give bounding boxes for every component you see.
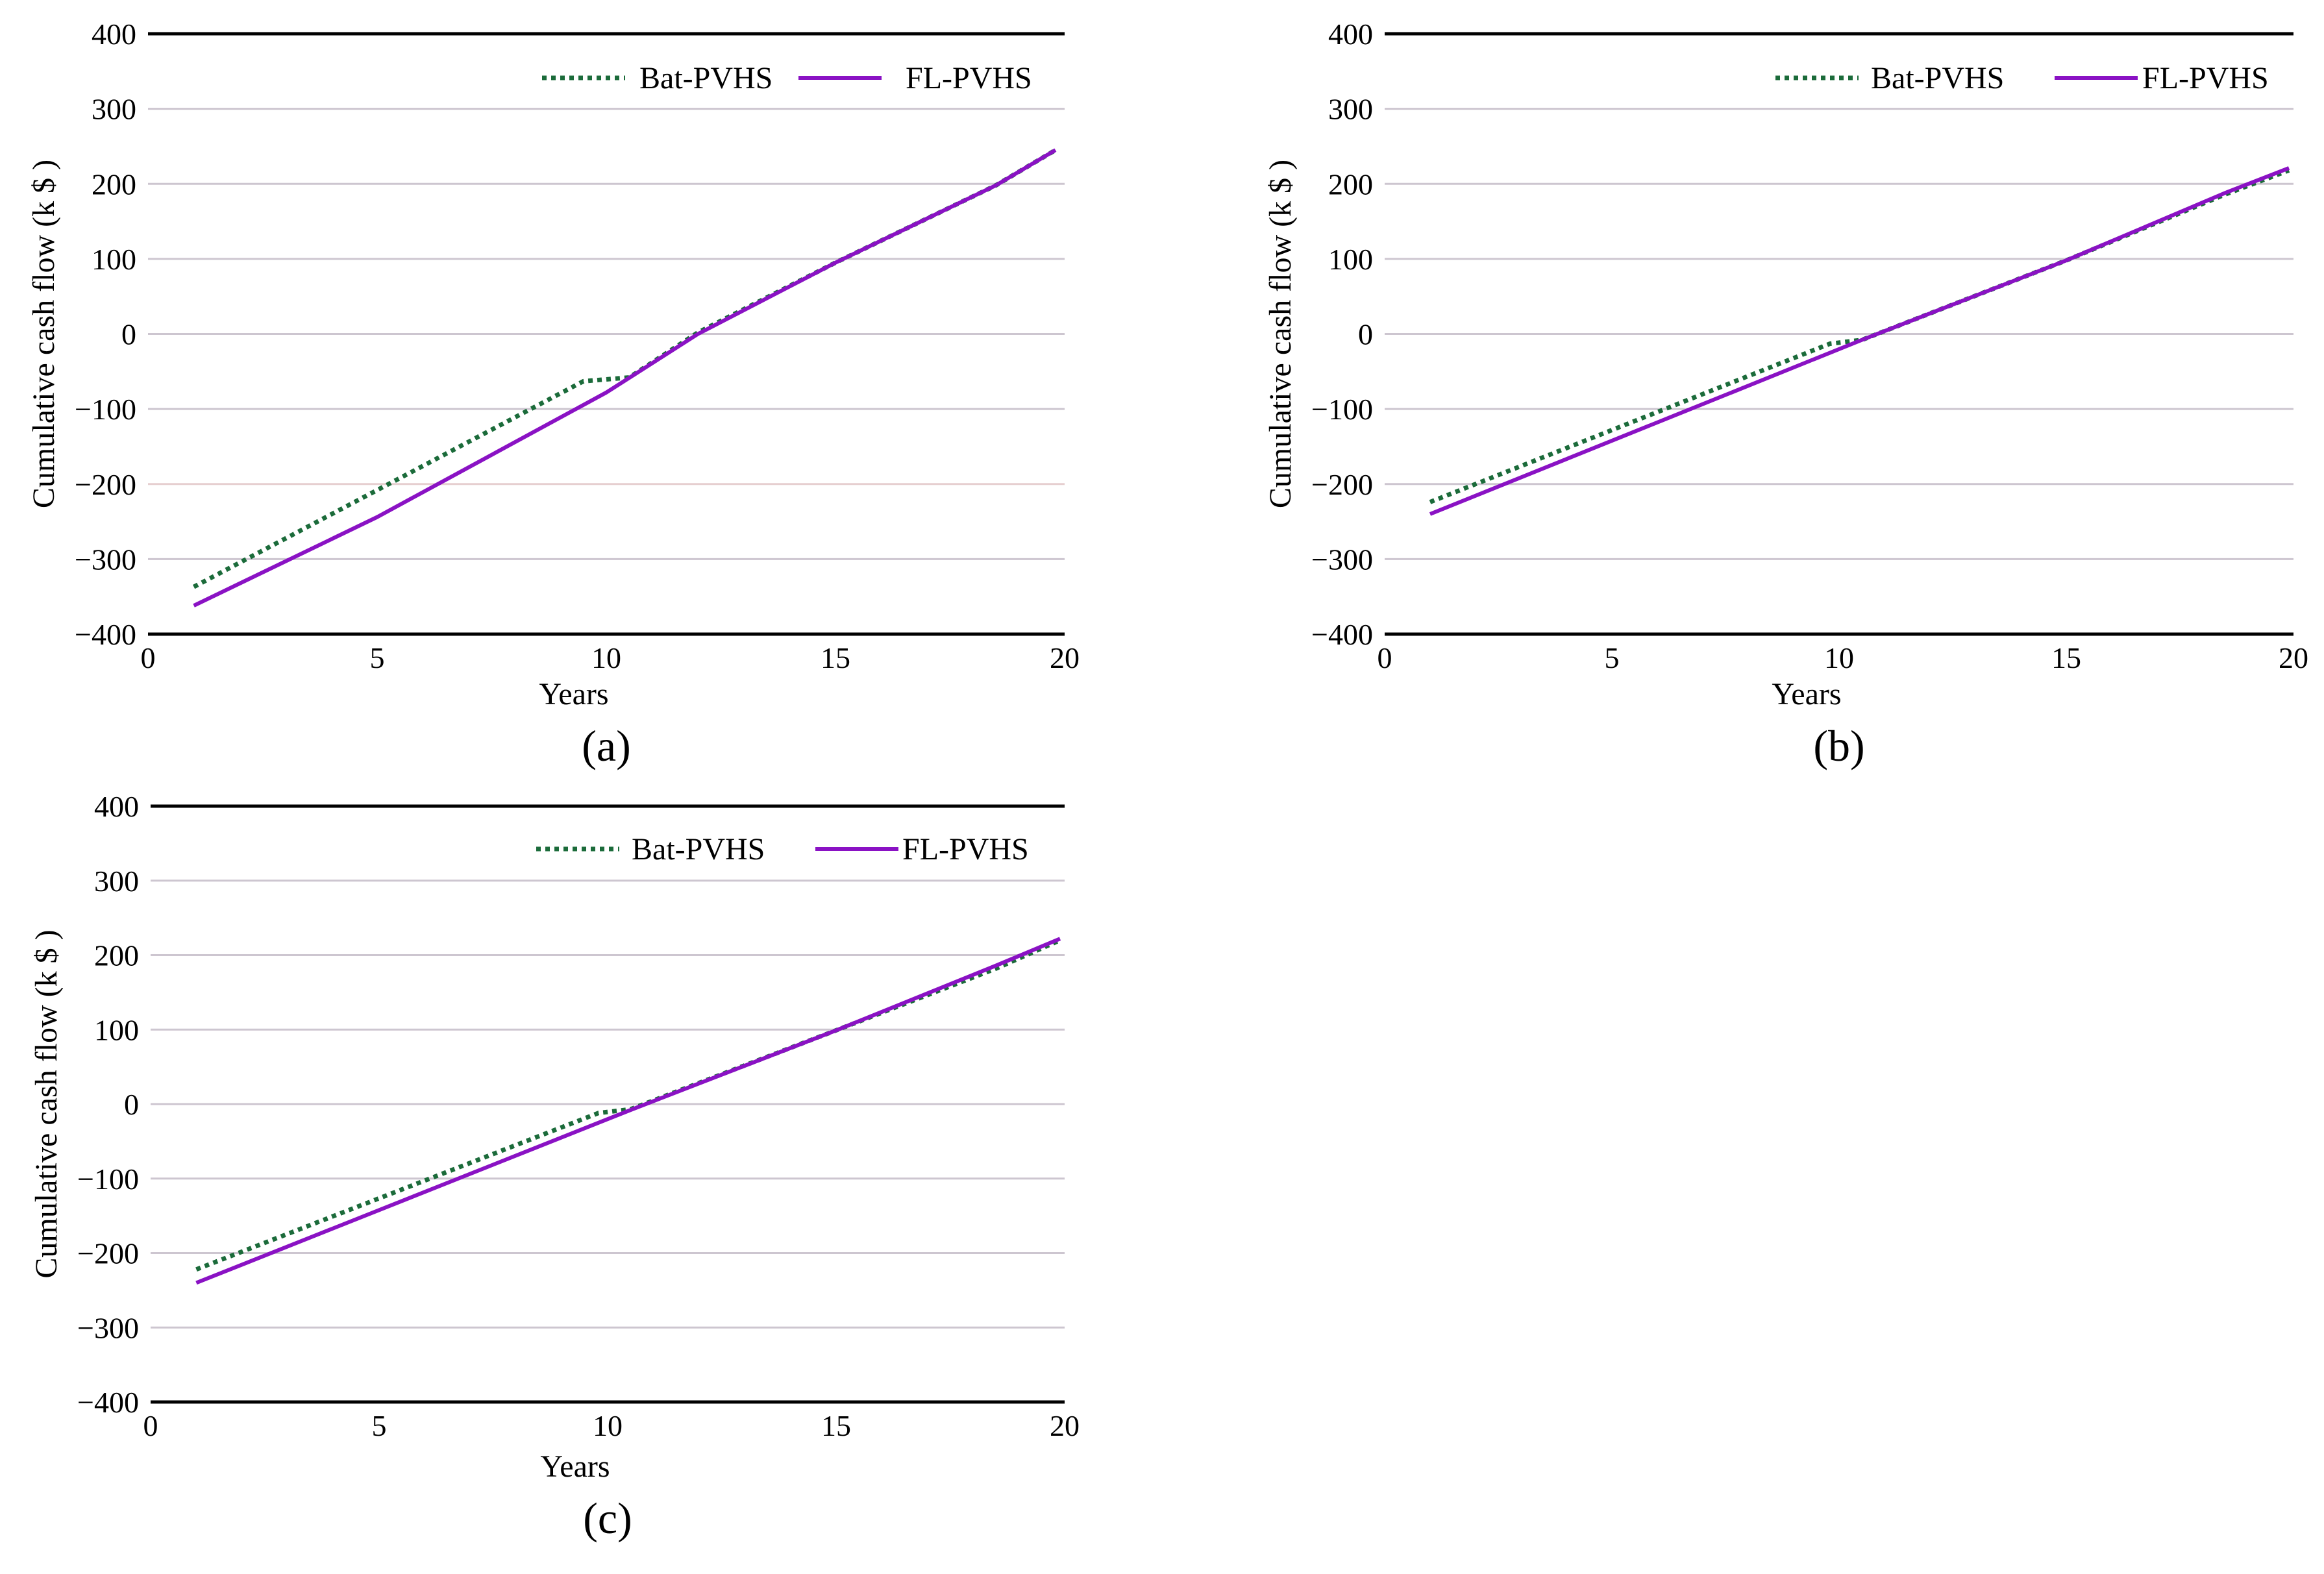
y-tick-label: 400 [94,790,139,823]
legend-label-fl-pvhs: FL-PVHS [902,832,1029,867]
x-tick-label: 20 [1050,641,1080,674]
y-tick-label: 300 [94,865,139,898]
y-tick-label: −100 [75,393,136,426]
y-tick-label: 200 [94,939,139,972]
x-tick-label: 10 [593,1409,623,1442]
y-tick-label: −200 [75,468,136,501]
legend: Bat-PVHS FL-PVHS [542,61,1032,95]
legend-label-fl-pvhs: FL-PVHS [2142,61,2269,95]
y-tick-label: −100 [1311,393,1373,426]
y-tick-label: 400 [92,18,136,51]
y-tick-label: 100 [94,1013,139,1046]
y-tick-label: −300 [75,543,136,576]
chart-panel-1: −400 −300 −200 −100 0 100 200 300 400 0 5 10 15 20 Yea… [27,18,1080,770]
y-tick-label: −200 [1311,468,1373,501]
y-tick-label: −400 [77,1386,139,1419]
legend: Bat-PVHS FL-PVHS [536,832,1029,867]
legend-label-bat-pvhs: Bat-PVHS [1871,61,2004,95]
x-tick-label: 0 [141,641,156,674]
y-tick-label: 200 [1328,167,1373,201]
x-axis-title: Years [1772,677,1841,711]
x-tick-label: 10 [1824,641,1854,674]
y-tick-label: 300 [92,93,136,126]
y-tick-label: 0 [1358,318,1373,351]
series-line-fl-pvhs [193,148,1057,608]
y-tick-label: 300 [1328,93,1373,126]
panel-label: (b) [1813,721,1864,770]
x-tick-label: 20 [1050,1409,1080,1442]
panel-label: (a) [582,721,630,770]
x-tick-label: 15 [2051,641,2081,674]
panel-label: (c) [583,1494,632,1543]
chart-panel-3: −400 −300 −200 −100 0 100 200 300 400 0 5 10 15 20 Yea… [29,790,1080,1543]
series-line-bat-pvhs [192,148,1057,589]
x-tick-label: 15 [821,641,850,674]
y-tick-label: −300 [77,1311,139,1344]
y-axis-title: Cumulative cash flow (k $ ) [27,160,61,508]
y-tick-label: 100 [92,243,136,276]
series-line-fl-pvhs [1429,166,2290,516]
y-axis-title: Cumulative cash flow (k $ ) [1263,160,1298,508]
legend-label-bat-pvhs: Bat-PVHS [632,832,765,867]
x-tick-label: 20 [2279,641,2308,674]
y-tick-label: 200 [92,167,136,201]
y-tick-label: −400 [1311,618,1373,651]
x-tick-label: 5 [370,641,385,674]
x-tick-label: 0 [1378,641,1392,674]
y-axis-title: Cumulative cash flow (k $ ) [29,929,64,1278]
chart-panel-2: −400 −300 −200 −100 0 100 200 300 400 0 5 10 15 20 Yea… [1263,18,2308,770]
y-tick-label: 0 [124,1088,139,1121]
x-tick-label: 0 [143,1409,158,1442]
x-tick-label: 5 [372,1409,387,1442]
y-tick-label: −100 [77,1162,139,1196]
x-axis-title: Years [539,677,608,711]
x-axis-title: Years [540,1449,610,1484]
y-tick-label: 400 [1328,18,1373,51]
legend-label-fl-pvhs: FL-PVHS [906,61,1032,95]
x-tick-label: 5 [1605,641,1620,674]
y-tick-label: −400 [75,618,136,651]
x-tick-label: 10 [591,641,621,674]
y-tick-label: −200 [77,1237,139,1270]
y-tick-label: −300 [1311,543,1373,576]
legend: Bat-PVHS FL-PVHS [1775,61,2269,95]
y-tick-label: 0 [121,318,136,351]
x-tick-label: 15 [821,1409,851,1442]
legend-label-bat-pvhs: Bat-PVHS [639,61,773,95]
y-tick-label: 100 [1328,243,1373,276]
series-line-fl-pvhs [195,937,1061,1285]
